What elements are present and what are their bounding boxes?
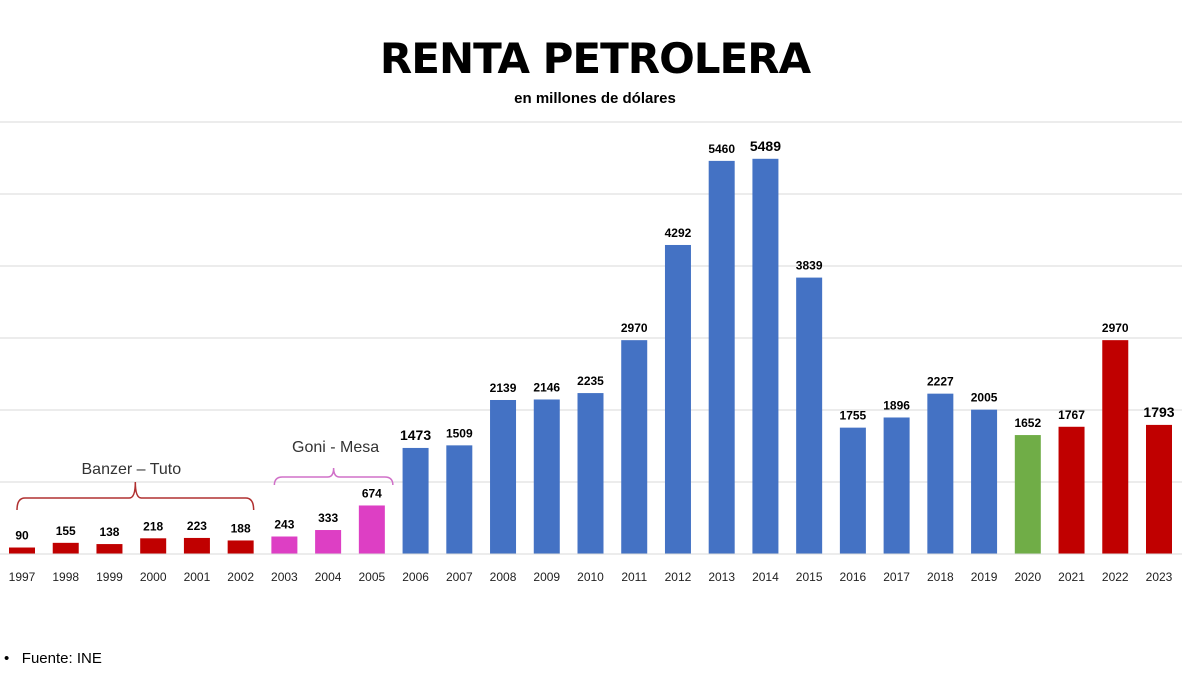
bar-2008: [490, 399, 517, 554]
bar-2007: [446, 445, 473, 554]
x-tick-label-1999: 1999: [96, 570, 123, 584]
data-label-1998: 155: [56, 524, 76, 538]
data-label-2019: 2005: [971, 391, 998, 405]
bar-2022: [1102, 340, 1129, 554]
x-tick-label-2021: 2021: [1058, 570, 1085, 584]
x-tick-label-2023: 2023: [1146, 570, 1173, 584]
data-label-2017: 1896: [883, 398, 910, 412]
data-label-2013: 5460: [708, 142, 735, 156]
data-label-2007: 1509: [446, 426, 473, 440]
bar-1998: [52, 542, 79, 554]
x-tick-label-2005: 2005: [358, 570, 385, 584]
bar-2009: [533, 399, 560, 554]
x-tick-label-2007: 2007: [446, 570, 473, 584]
bar-2021: [1058, 426, 1085, 554]
x-tick-label-2014: 2014: [752, 570, 779, 584]
data-label-2010: 2235: [577, 374, 604, 388]
data-label-2006: 1473: [400, 427, 431, 443]
x-tick-label-1997: 1997: [9, 570, 36, 584]
x-tick-label-2010: 2010: [577, 570, 604, 584]
bar-2005: [358, 505, 385, 554]
bar-2002: [227, 540, 254, 554]
brace-0: [16, 481, 255, 511]
x-tick-label-2020: 2020: [1014, 570, 1041, 584]
data-label-2011: 2970: [621, 321, 648, 335]
x-tick-label-2004: 2004: [315, 570, 342, 584]
x-tick-label-2013: 2013: [708, 570, 735, 584]
data-label-2022: 2970: [1102, 321, 1129, 335]
bar-2016: [839, 427, 866, 554]
chart-subtitle: en millones de dólares: [514, 90, 676, 107]
data-label-2012: 4292: [665, 226, 692, 240]
x-tick-label-2019: 2019: [971, 570, 998, 584]
data-label-2023: 1793: [1143, 404, 1174, 420]
annotation-label-0: Banzer – Tuto: [82, 461, 182, 478]
bullet: •: [4, 650, 10, 667]
data-label-2001: 223: [187, 519, 207, 533]
bar-1999: [96, 544, 123, 554]
bar-2012: [664, 244, 691, 554]
x-tick-label-2008: 2008: [490, 570, 517, 584]
data-label-2004: 333: [318, 511, 338, 525]
bar-2001: [183, 537, 210, 554]
x-tick-label-2022: 2022: [1102, 570, 1129, 584]
bar-2000: [140, 538, 167, 554]
data-label-1997: 90: [15, 529, 29, 543]
bar-2014: [752, 158, 779, 555]
data-label-2008: 2139: [490, 381, 517, 395]
bar-chart: 90 1997 155 1998 138 1999 218 2000 223 2001 188 200…: [0, 121, 1182, 584]
x-tick-label-2018: 2018: [927, 570, 954, 584]
chart-title: RENTA PETROLERA: [379, 34, 811, 83]
data-label-2002: 188: [231, 521, 251, 535]
annotation-label-1: Goni - Mesa: [292, 439, 379, 456]
x-tick-label-1998: 1998: [52, 570, 79, 584]
data-label-2020: 1652: [1014, 416, 1041, 430]
x-tick-label-2002: 2002: [227, 570, 254, 584]
x-tick-label-2001: 2001: [184, 570, 211, 584]
bar-2020: [1014, 435, 1041, 554]
bar-2015: [796, 277, 823, 554]
source-text: Fuente: INE: [21, 650, 102, 667]
bar-2011: [621, 340, 648, 554]
bar-2019: [971, 409, 998, 554]
x-tick-label-2016: 2016: [840, 570, 867, 584]
data-label-2015: 3839: [796, 259, 823, 273]
bar-2004: [315, 530, 342, 554]
bar-2013: [708, 160, 735, 554]
bar-2023: [1146, 424, 1172, 554]
x-tick-label-2000: 2000: [140, 570, 167, 584]
x-tick-label-2003: 2003: [271, 570, 298, 584]
bar-2017: [883, 417, 910, 554]
data-label-2005: 674: [362, 486, 382, 500]
data-label-2000: 218: [143, 519, 163, 533]
bar-2003: [271, 536, 298, 554]
x-tick-label-2017: 2017: [883, 570, 910, 584]
x-tick-label-2006: 2006: [402, 570, 429, 584]
data-label-1999: 138: [99, 525, 119, 539]
bar-1997: [9, 547, 35, 554]
data-label-2021: 1767: [1058, 408, 1085, 422]
data-label-2014: 5489: [750, 138, 781, 154]
x-tick-label-2009: 2009: [533, 570, 560, 584]
data-label-2016: 1755: [840, 409, 867, 423]
bar-2006: [402, 447, 429, 554]
bar-2018: [927, 393, 954, 554]
x-tick-label-2012: 2012: [665, 570, 692, 584]
bar-2010: [577, 393, 604, 554]
data-label-2003: 243: [274, 518, 294, 532]
data-label-2018: 2227: [927, 375, 954, 389]
x-tick-label-2015: 2015: [796, 570, 823, 584]
source-note: • Fuente: INE: [4, 650, 102, 667]
x-tick-label-2011: 2011: [621, 570, 647, 584]
data-label-2009: 2146: [533, 380, 560, 394]
brace-1: [273, 467, 394, 486]
